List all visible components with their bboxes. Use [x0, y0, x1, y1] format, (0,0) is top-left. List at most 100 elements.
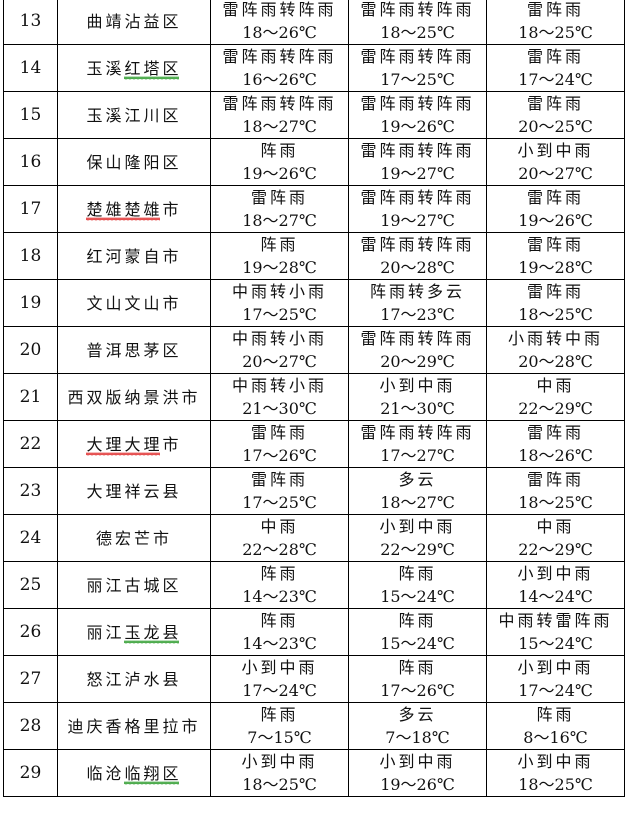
forecast-day-2-cell: 雷阵雨转阵雨 20～29℃	[348, 326, 487, 374]
weather-text: 小到中雨	[517, 752, 594, 771]
location-cell: 红河蒙自市	[57, 232, 211, 280]
temperature-range: 18～25℃	[518, 775, 593, 794]
row-number: 20	[3, 326, 58, 374]
location-cell: 曲靖沾益区	[57, 0, 211, 45]
weather-text: 中雨	[536, 376, 575, 395]
temperature-range: 17～25℃	[380, 70, 455, 89]
location-cell: 德宏芒市	[57, 514, 211, 562]
temperature-range: 20～27℃	[242, 352, 317, 371]
location-name: 临沧临翔区	[86, 763, 182, 783]
location-name: 红河蒙自市	[86, 246, 182, 266]
forecast-day-3-cell: 雷阵雨 20～25℃	[486, 91, 625, 139]
temperature-range: 17～24℃	[518, 70, 593, 89]
temperature-range: 19～26℃	[518, 211, 593, 230]
forecast-day-2-cell: 阵雨 15～24℃	[348, 608, 487, 656]
weather-text: 中雨转小雨	[231, 376, 327, 395]
forecast-day-2-cell: 多云 18～27℃	[348, 467, 487, 515]
forecast-day-2-cell: 雷阵雨转阵雨 19～26℃	[348, 91, 487, 139]
table-row: 26 丽江玉龙县 阵雨 14～23℃ 阵雨 15～24℃ 中雨转雷阵雨 15～2…	[3, 608, 625, 656]
forecast-day-3-cell: 雷阵雨 17～24℃	[486, 44, 625, 92]
temperature-range: 17～24℃	[242, 681, 317, 700]
location-cell: 楚雄楚雄市	[57, 185, 211, 233]
weather-text: 雷阵雨转阵雨	[360, 141, 475, 160]
table-row: 17 楚雄楚雄市 雷阵雨 18～27℃ 雷阵雨转阵雨 19～27℃ 雷阵雨 19…	[3, 185, 625, 233]
temperature-range: 18～26℃	[242, 23, 317, 42]
temperature-range: 15～24℃	[380, 587, 455, 606]
weather-text: 雷阵雨	[526, 470, 584, 489]
row-number: 24	[3, 514, 58, 562]
forecast-day-3-cell: 小到中雨 18～25℃	[486, 749, 625, 797]
location-cell: 文山文山市	[57, 279, 211, 327]
forecast-day-3-cell: 雷阵雨 18～25℃	[486, 467, 625, 515]
weather-text: 雷阵雨	[526, 47, 584, 66]
weather-text: 雷阵雨	[250, 188, 308, 207]
weather-text: 阵雨	[260, 235, 299, 254]
location-name: 普洱思茅区	[86, 340, 182, 360]
table-row: 16 保山隆阳区 阵雨 19～26℃ 雷阵雨转阵雨 19～27℃ 小到中雨 20…	[3, 138, 625, 186]
forecast-day-3-cell: 中雨 22～29℃	[486, 514, 625, 562]
temperature-range: 18～25℃	[518, 493, 593, 512]
forecast-day-1-cell: 中雨转小雨 21～30℃	[210, 373, 349, 421]
temperature-range: 18～25℃	[242, 775, 317, 794]
forecast-day-1-cell: 雷阵雨 17～25℃	[210, 467, 349, 515]
temperature-range: 20～27℃	[518, 164, 593, 183]
weather-text: 雷阵雨	[250, 423, 308, 442]
temperature-range: 17～25℃	[242, 493, 317, 512]
temperature-range: 22～28℃	[242, 540, 317, 559]
forecast-day-2-cell: 雷阵雨转阵雨 17～27℃	[348, 420, 487, 468]
row-number: 17	[3, 185, 58, 233]
temperature-range: 19～26℃	[380, 775, 455, 794]
location-name: 楚雄楚雄市	[86, 199, 182, 219]
table-row: 27 怒江泸水县 小到中雨 17～24℃ 阵雨 17～26℃ 小到中雨 17～2…	[3, 655, 625, 703]
forecast-day-3-cell: 雷阵雨 19～26℃	[486, 185, 625, 233]
weather-text: 阵雨	[260, 611, 299, 630]
weather-text: 中雨	[536, 517, 575, 536]
weather-text: 雷阵雨	[526, 188, 584, 207]
forecast-table: 13 曲靖沾益区 雷阵雨转阵雨 18～26℃ 雷阵雨转阵雨 18～25℃ 雷阵雨…	[3, 0, 625, 797]
weather-text: 阵雨	[260, 564, 299, 583]
weather-text: 小到中雨	[379, 376, 456, 395]
row-number: 15	[3, 91, 58, 139]
forecast-day-2-cell: 小到中雨 19～26℃	[348, 749, 487, 797]
weather-text: 阵雨	[398, 564, 437, 583]
location-cell: 临沧临翔区	[57, 749, 211, 797]
location-cell: 玉溪江川区	[57, 91, 211, 139]
temperature-range: 17～27℃	[380, 446, 455, 465]
weather-text: 小到中雨	[241, 752, 318, 771]
location-cell: 玉溪红塔区	[57, 44, 211, 92]
weather-text: 雷阵雨转阵雨	[360, 235, 475, 254]
location-cell: 普洱思茅区	[57, 326, 211, 374]
weather-text: 中雨	[260, 517, 299, 536]
weather-text: 雷阵雨转阵雨	[222, 94, 337, 113]
forecast-day-2-cell: 雷阵雨转阵雨 18～25℃	[348, 0, 487, 45]
location-cell: 丽江玉龙县	[57, 608, 211, 656]
temperature-range: 21～30℃	[242, 399, 317, 418]
row-number: 28	[3, 702, 58, 750]
weather-text: 雷阵雨转阵雨	[360, 47, 475, 66]
location-cell: 大理祥云县	[57, 467, 211, 515]
weather-text: 阵雨	[260, 705, 299, 724]
weather-text: 阵雨	[260, 141, 299, 160]
table-row: 22 大理大理市 雷阵雨 17～26℃ 雷阵雨转阵雨 17～27℃ 雷阵雨 18…	[3, 420, 625, 468]
forecast-day-3-cell: 小到中雨 20～27℃	[486, 138, 625, 186]
weather-text: 雷阵雨	[526, 423, 584, 442]
temperature-range: 22～29℃	[518, 540, 593, 559]
location-name: 玉溪江川区	[86, 105, 182, 125]
forecast-day-2-cell: 阵雨 17～26℃	[348, 655, 487, 703]
temperature-range: 18～27℃	[242, 117, 317, 136]
forecast-table-body: 13 曲靖沾益区 雷阵雨转阵雨 18～26℃ 雷阵雨转阵雨 18～25℃ 雷阵雨…	[3, 0, 625, 797]
weather-text: 中雨转小雨	[231, 282, 327, 301]
weather-text: 雷阵雨	[526, 94, 584, 113]
weather-text: 雷阵雨转阵雨	[360, 94, 475, 113]
forecast-day-3-cell: 阵雨 8～16℃	[486, 702, 625, 750]
location-name: 怒江泸水县	[86, 669, 182, 689]
location-name: 迪庆香格里拉市	[67, 716, 201, 736]
temperature-range: 14～23℃	[242, 634, 317, 653]
temperature-range: 22～29℃	[518, 399, 593, 418]
forecast-day-3-cell: 小到中雨 17～24℃	[486, 655, 625, 703]
weather-text: 多云	[398, 705, 437, 724]
weather-text: 雷阵雨转阵雨	[222, 0, 337, 19]
forecast-day-1-cell: 中雨转小雨 20～27℃	[210, 326, 349, 374]
temperature-range: 18～26℃	[518, 446, 593, 465]
row-number: 13	[3, 0, 58, 45]
